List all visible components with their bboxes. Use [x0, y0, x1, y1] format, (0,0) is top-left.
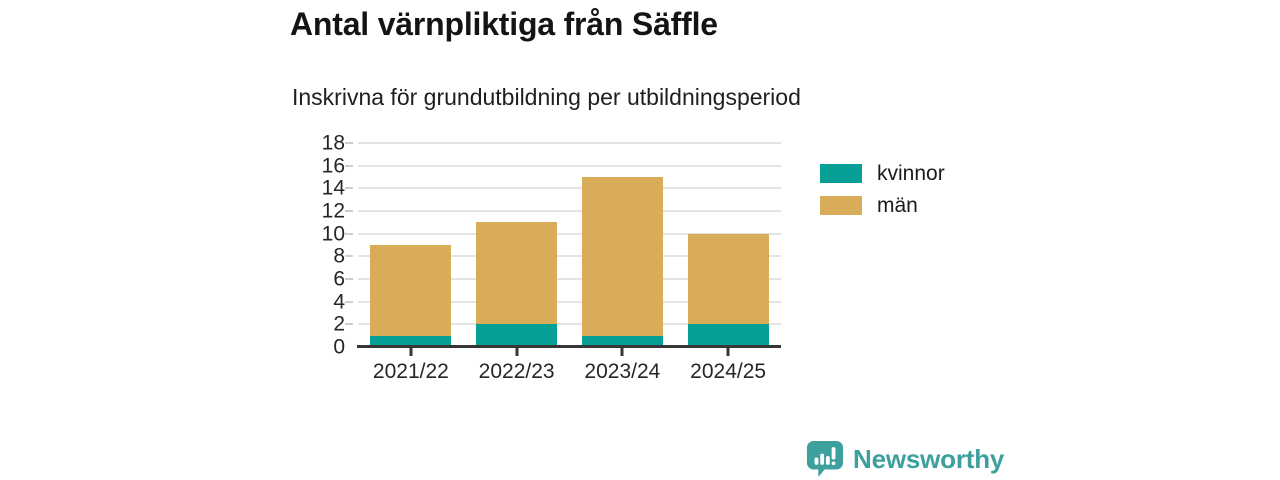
legend-swatch-man: [820, 196, 862, 215]
bar-kvinnor-2023/24: [581, 335, 663, 347]
y-axis-label-18: 18: [321, 131, 345, 155]
bar-män-2023/24: [581, 177, 663, 336]
gridline-y-12: [358, 210, 781, 212]
gridline-y-4: [358, 300, 781, 303]
x-axis-label-2022/23: 2022/23: [478, 360, 555, 383]
newsworthy-chart-bubble-icon: [806, 440, 844, 478]
gridline-y-8: [358, 255, 781, 258]
y-axis-tick-4: [345, 300, 353, 303]
legend-swatch-kvinnor: [820, 164, 862, 183]
x-axis-label-2023/24: 2023/24: [584, 360, 661, 383]
legend-item-kvinnor: kvinnor: [820, 162, 945, 185]
bar-kvinnor-2024/25: [687, 324, 769, 347]
x-axis-tick-2022/23: [515, 347, 519, 356]
bar-kvinnor-2021/22: [370, 335, 452, 347]
y-axis-tick-10: [345, 232, 353, 235]
y-axis-tick-18: [345, 142, 353, 144]
y-axis-label-8: 8: [333, 244, 345, 268]
y-axis-label-0: 0: [333, 335, 345, 359]
bar-män-2022/23: [476, 222, 558, 325]
gridline-y-2: [358, 323, 781, 326]
y-axis-label-12: 12: [321, 199, 345, 223]
chart-title: Antal värnpliktiga från Säffle: [290, 6, 718, 42]
x-axis-tick-2023/24: [620, 347, 624, 356]
y-axis-tick-14: [345, 187, 353, 190]
x-axis-label-2021/22: 2021/22: [372, 360, 449, 383]
y-axis-tick-16: [345, 164, 353, 167]
gridline-y-18: [358, 142, 781, 144]
gridline-y-6: [358, 278, 781, 280]
y-axis-tick-2: [345, 323, 353, 326]
gridline-y-14: [358, 187, 781, 190]
x-axis-tick-2024/25: [726, 347, 730, 356]
gridline-y-16: [358, 164, 781, 167]
y-axis-tick-6: [345, 278, 353, 280]
legend-label-kvinnor: kvinnor: [877, 162, 945, 185]
y-axis-label-10: 10: [321, 222, 345, 246]
x-axis-label-2024/25: 2024/25: [690, 360, 767, 383]
branding-logo: Newsworthy: [806, 440, 1004, 478]
bar-män-2021/22: [370, 245, 452, 336]
newsworthy-wordmark: Newsworthy: [853, 443, 1005, 474]
y-axis-tick-8: [345, 255, 353, 258]
chart-subtitle: Inskrivna för grundutbildning per utbild…: [292, 84, 801, 110]
x-axis-baseline: [357, 345, 781, 348]
y-axis-label-16: 16: [321, 154, 345, 178]
plot-area: 0 2 4 6 8 10 12 14 16 18 2021/22 2022/23 2023/24 2024…: [322, 133, 781, 383]
legend: kvinnor män: [820, 162, 945, 228]
y-axis-label-6: 6: [333, 267, 345, 291]
y-axis-tick-12: [345, 210, 353, 212]
legend-label-man: män: [877, 194, 918, 217]
x-axis-tick-2021/22: [409, 347, 413, 356]
gridline-y-10: [358, 232, 781, 235]
y-axis-label-2: 2: [333, 312, 345, 336]
y-axis-label-4: 4: [333, 290, 345, 314]
bar-kvinnor-2022/23: [476, 324, 558, 347]
bar-män-2024/25: [687, 233, 769, 325]
y-axis-label-14: 14: [321, 176, 345, 200]
legend-item-man: män: [820, 194, 945, 217]
